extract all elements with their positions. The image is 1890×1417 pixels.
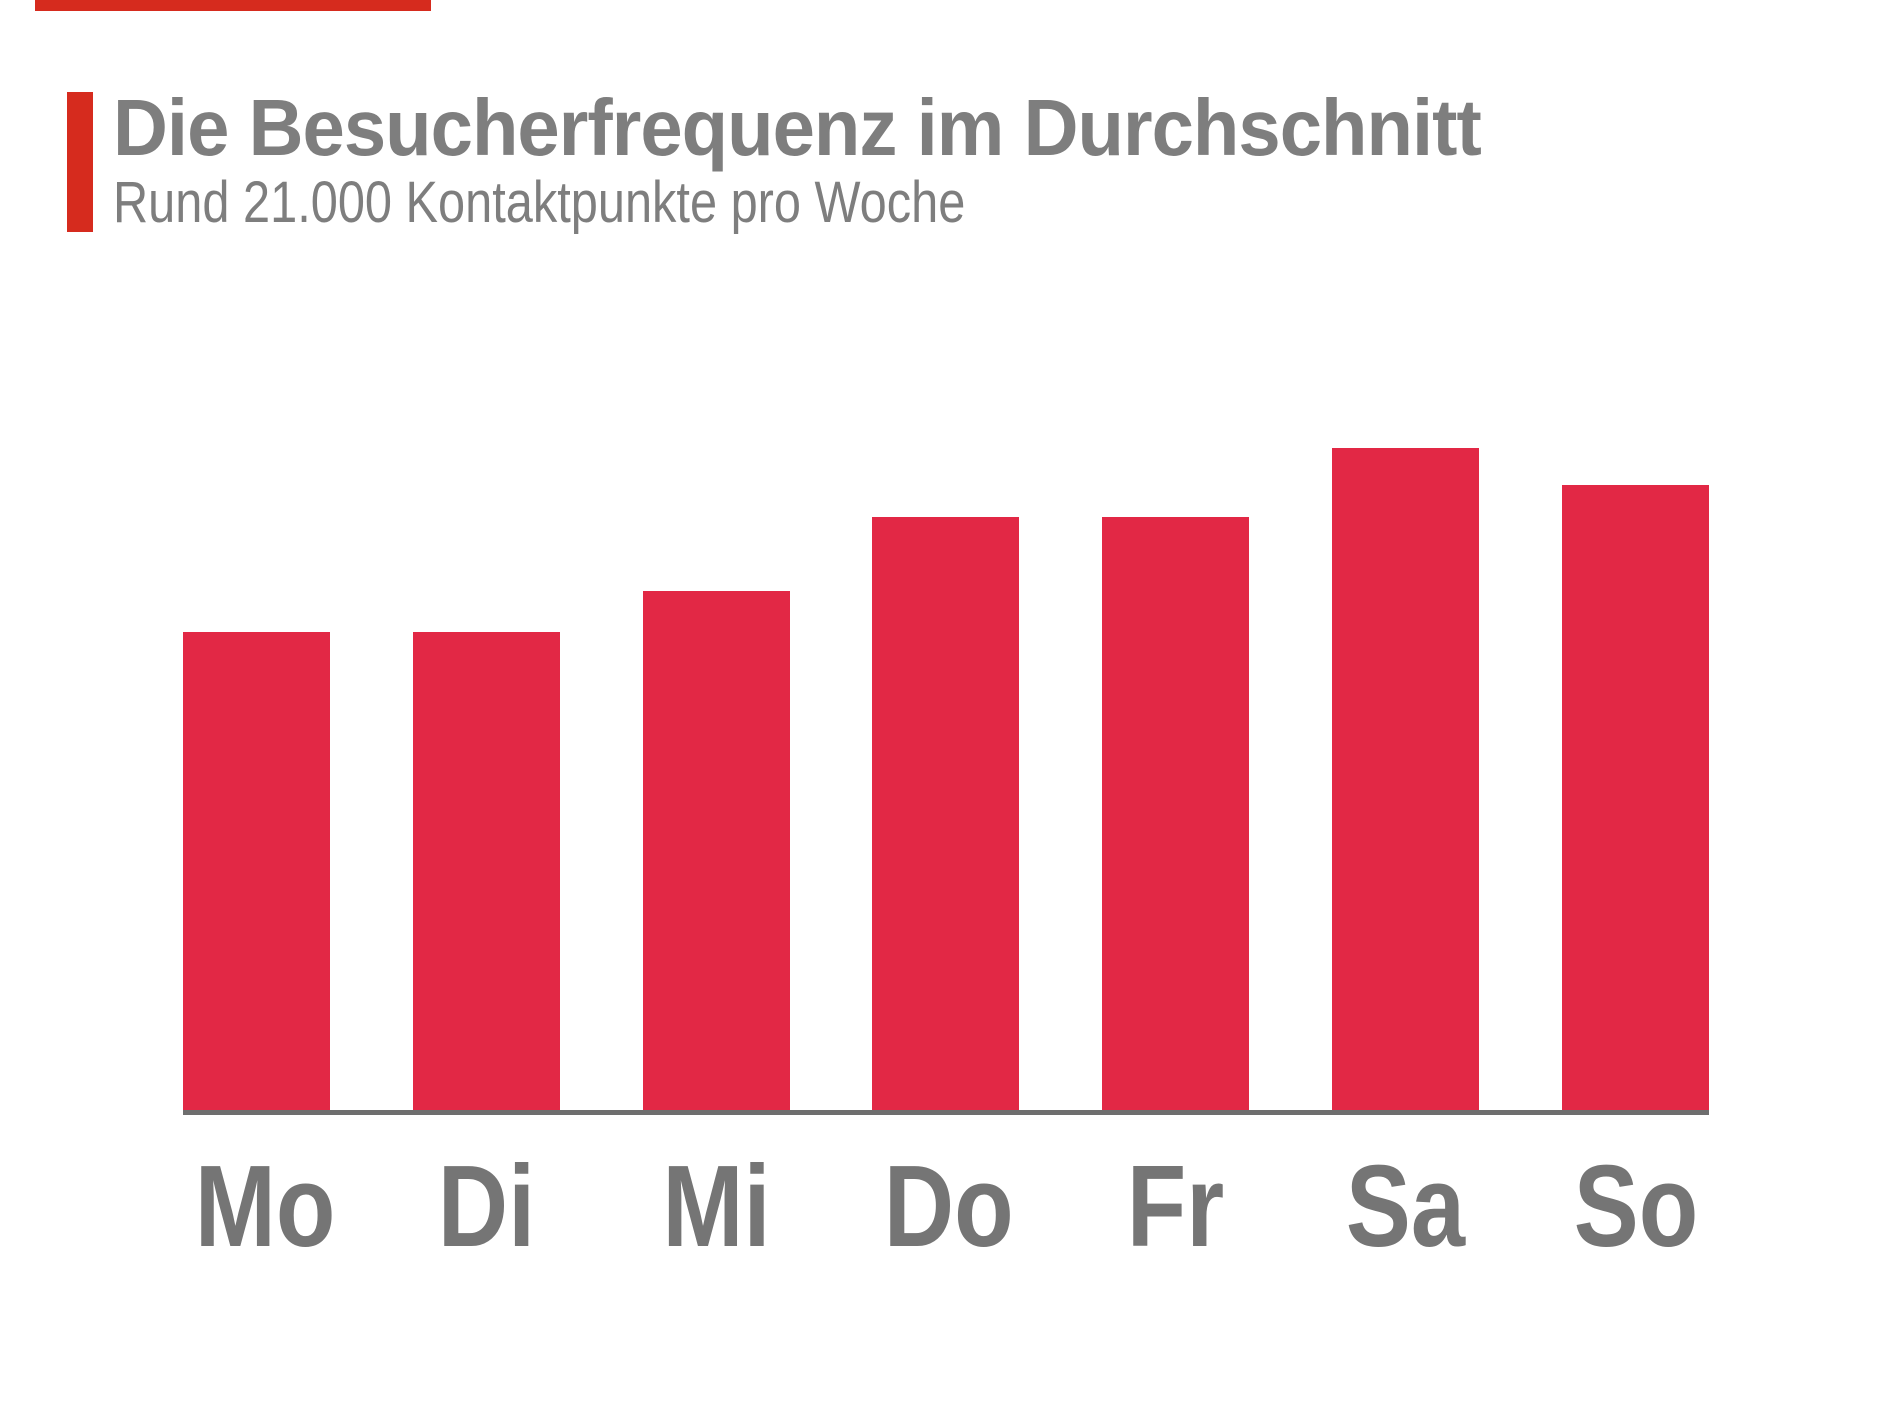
x-axis-label-sa: Sa <box>1346 1141 1466 1271</box>
x-axis-label-mi: Mi <box>662 1141 771 1271</box>
bar-sa <box>1332 448 1480 1110</box>
x-axis-label-fr: Fr <box>1127 1141 1225 1271</box>
x-axis-label-do: Do <box>884 1141 1015 1271</box>
x-axis-label-mo: Mo <box>194 1141 336 1271</box>
bar-fr <box>1102 517 1250 1110</box>
bar-di <box>412 632 560 1110</box>
bar-mo <box>183 632 330 1110</box>
bar-so <box>1561 485 1709 1110</box>
bar-mi <box>642 591 790 1110</box>
x-axis-line <box>183 1110 1709 1115</box>
x-axis-label-so: So <box>1573 1141 1699 1271</box>
top-edge-accent-strip <box>35 0 431 11</box>
bar-chart-plot-area <box>183 448 1709 1110</box>
x-axis-label-di: Di <box>437 1141 536 1271</box>
chart-subtitle: Rund 21.000 Kontaktpunkte pro Woche <box>113 170 966 235</box>
chart-title: Die Besucherfrequenz im Durchschnitt <box>113 83 1482 172</box>
title-accent-bar <box>67 92 93 232</box>
x-axis-labels: Mo Di Mi Do Fr Sa So <box>183 1148 1709 1264</box>
bar-do <box>872 517 1020 1110</box>
